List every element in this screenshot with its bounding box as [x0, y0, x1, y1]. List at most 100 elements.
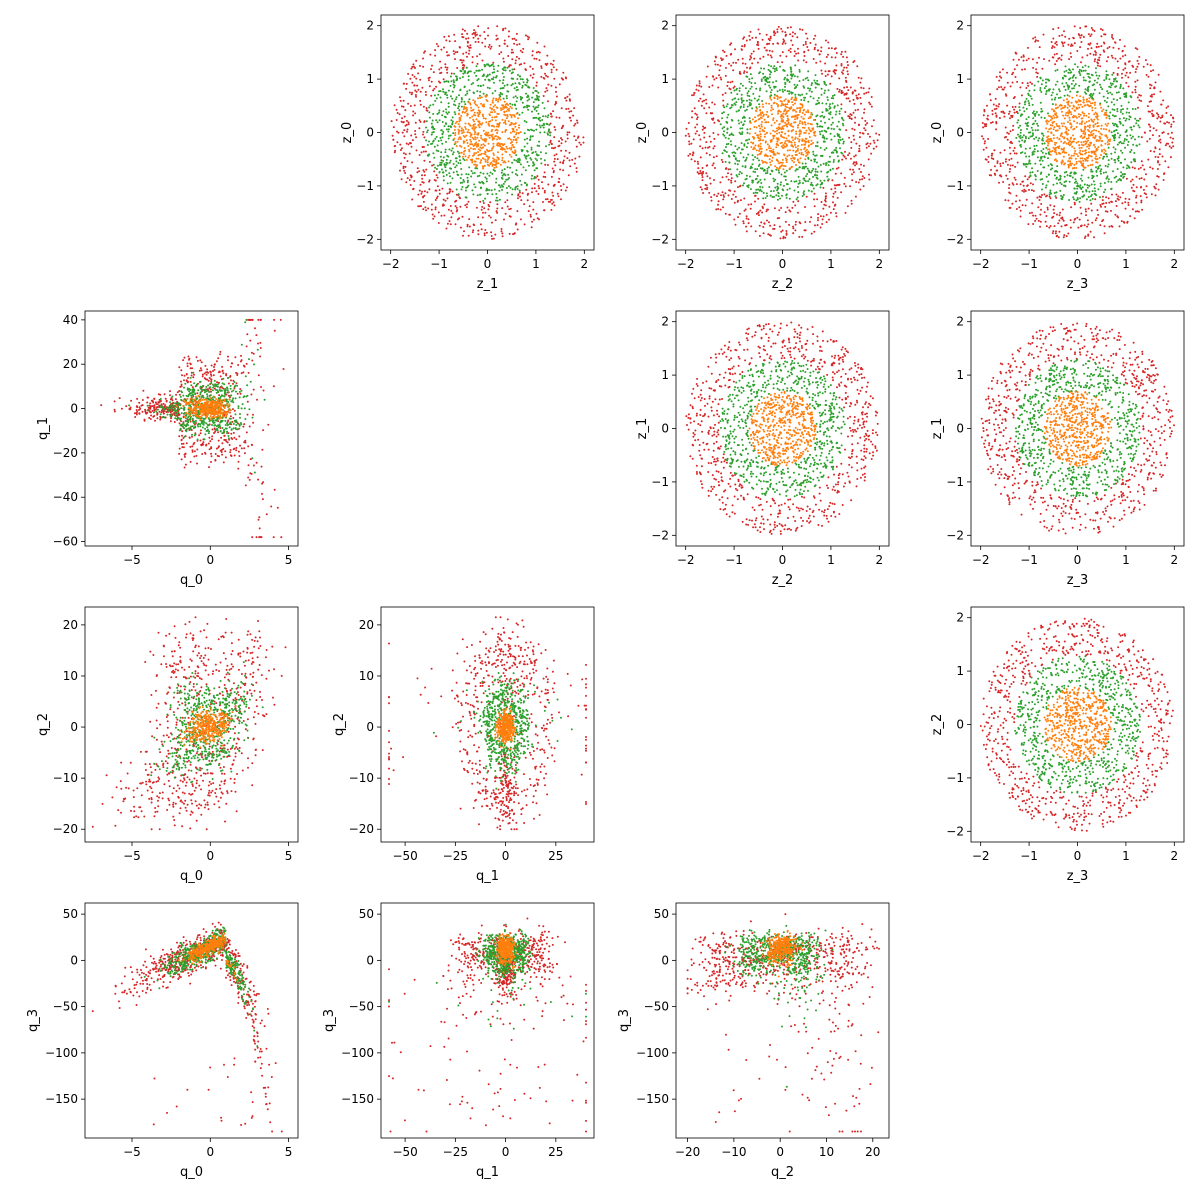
data-point — [485, 131, 488, 134]
data-point — [1079, 177, 1082, 180]
data-point — [418, 119, 421, 122]
data-point — [825, 56, 828, 58]
data-point — [1094, 50, 1097, 53]
data-point — [471, 231, 474, 234]
data-point — [780, 145, 783, 148]
data-point — [830, 97, 833, 100]
data-point — [516, 174, 519, 177]
data-point — [809, 183, 812, 186]
data-point — [1052, 230, 1055, 233]
data-point — [1032, 117, 1035, 120]
data-point — [793, 50, 796, 53]
data-point — [751, 62, 754, 65]
data-point — [472, 82, 475, 84]
data-point — [466, 176, 469, 179]
data-point — [803, 99, 806, 102]
data-point — [455, 160, 458, 163]
data-point — [702, 93, 705, 96]
data-point — [825, 164, 827, 166]
data-point — [813, 160, 816, 163]
data-point — [1088, 190, 1091, 193]
data-point — [745, 39, 748, 42]
data-point — [776, 94, 779, 97]
data-point — [465, 51, 468, 54]
data-point — [434, 54, 437, 57]
data-point — [1115, 129, 1118, 132]
data-point — [464, 155, 467, 158]
data-point — [498, 198, 501, 201]
data-point — [1114, 200, 1117, 203]
data-point — [484, 211, 487, 214]
data-point — [691, 116, 693, 119]
data-point — [1013, 152, 1016, 155]
data-point — [1113, 109, 1116, 111]
data-point — [1053, 174, 1056, 177]
data-point — [502, 60, 505, 63]
data-point — [465, 206, 468, 209]
data-point — [1072, 87, 1075, 90]
data-point — [558, 177, 561, 180]
data-point — [1101, 199, 1104, 202]
data-point — [403, 156, 406, 159]
data-point — [401, 117, 404, 120]
data-point — [773, 195, 775, 198]
data-point — [828, 105, 831, 108]
data-point — [1038, 46, 1041, 49]
data-point — [546, 75, 549, 78]
data-point — [727, 168, 730, 171]
data-point — [437, 222, 440, 224]
data-point — [713, 145, 716, 148]
data-point — [1008, 146, 1011, 149]
data-point — [748, 34, 751, 37]
data-point — [849, 185, 852, 188]
data-point — [476, 62, 479, 65]
data-point — [766, 110, 769, 113]
data-point — [770, 65, 773, 68]
data-point — [469, 143, 472, 146]
data-point — [537, 112, 540, 115]
data-point — [772, 177, 775, 180]
data-point — [785, 194, 788, 197]
data-point — [1004, 93, 1007, 96]
data-point — [447, 102, 450, 105]
data-point — [460, 97, 463, 99]
data-point — [991, 152, 994, 155]
data-point — [410, 67, 413, 70]
data-point — [730, 173, 733, 176]
data-point — [757, 47, 760, 50]
data-point — [475, 145, 478, 148]
data-point — [1038, 137, 1041, 140]
data-point — [458, 155, 461, 158]
data-point — [487, 157, 490, 159]
data-point — [824, 62, 827, 65]
data-point — [685, 127, 688, 130]
data-point — [792, 108, 795, 111]
data-point — [1116, 125, 1119, 128]
data-point — [784, 113, 787, 116]
data-point — [518, 159, 521, 161]
data-point — [509, 131, 512, 134]
data-point — [1026, 185, 1029, 187]
data-point — [463, 71, 466, 74]
data-point — [496, 207, 499, 210]
data-point — [1102, 219, 1105, 221]
data-point — [855, 161, 858, 164]
data-point — [1023, 68, 1026, 71]
data-point — [1060, 225, 1063, 228]
data-point — [778, 89, 781, 92]
data-point — [467, 37, 470, 40]
data-point — [752, 92, 755, 95]
data-point — [467, 145, 470, 147]
data-point — [461, 28, 464, 31]
data-point — [811, 184, 814, 187]
data-point — [487, 208, 490, 211]
data-point — [449, 134, 452, 137]
data-point — [512, 114, 515, 116]
data-point — [448, 40, 451, 43]
data-point — [532, 73, 535, 76]
data-point — [759, 135, 762, 138]
data-point — [1105, 101, 1108, 104]
data-point — [755, 87, 758, 90]
data-point — [784, 76, 787, 79]
data-point — [445, 51, 448, 54]
